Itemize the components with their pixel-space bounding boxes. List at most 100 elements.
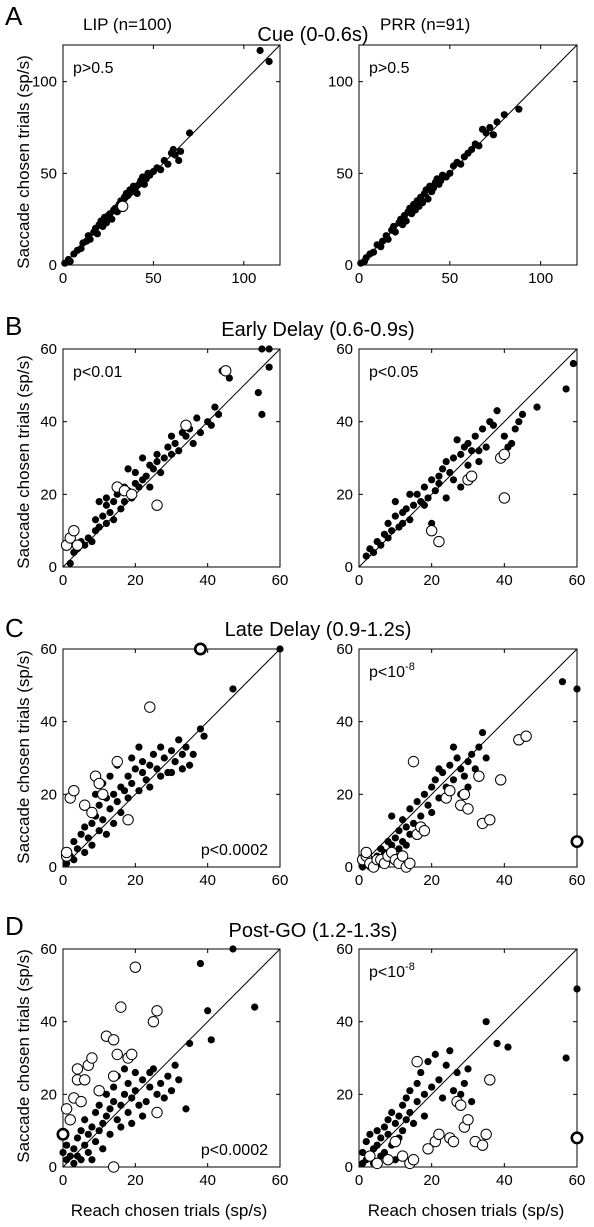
data-point-filled <box>102 1090 110 1098</box>
y-tick-label: 20 <box>40 486 57 503</box>
data-point-filled <box>124 1108 132 1117</box>
y-tick-label: 50 <box>40 165 57 182</box>
data-point-filled <box>185 129 194 137</box>
data-point-filled <box>508 439 516 448</box>
data-point-filled <box>389 222 398 231</box>
data-point-open <box>122 814 134 826</box>
data-point-filled <box>420 790 428 798</box>
data-point-open <box>462 803 474 815</box>
data-point-open <box>484 1074 496 1086</box>
data-point-filled <box>110 1083 118 1091</box>
x-tick-label: 20 <box>423 572 440 589</box>
data-point-filled <box>399 1101 407 1109</box>
y-tick-label: 40 <box>336 1014 353 1031</box>
y-tick-label: 20 <box>40 786 57 803</box>
data-point-filled <box>135 483 143 491</box>
data-point-filled <box>406 516 414 524</box>
x-tick-label: 60 <box>569 572 586 589</box>
data-point-filled <box>504 1043 512 1051</box>
data-point-filled <box>113 490 121 498</box>
y-tick-label: 40 <box>40 1014 57 1031</box>
data-point-filled <box>413 1079 421 1088</box>
data-point-filled <box>110 498 118 506</box>
data-point-filled <box>380 1148 389 1157</box>
data-point-filled <box>70 1145 78 1153</box>
y-tick-label: 0 <box>49 1159 57 1176</box>
y-tick-label: 100 <box>32 74 57 91</box>
data-point-filled <box>140 180 148 188</box>
data-point-open <box>60 846 73 859</box>
row-title-late-delay: Late Delay (0.9-1.2s) <box>225 619 412 641</box>
data-point-filled <box>384 235 392 243</box>
data-point-filled <box>229 685 237 693</box>
data-point-filled <box>81 1141 89 1149</box>
data-point-filled <box>482 1018 490 1026</box>
data-point-filled <box>175 447 183 455</box>
data-point-filled <box>369 248 378 256</box>
data-point-filled <box>258 410 266 418</box>
data-point-filled <box>135 1101 143 1109</box>
data-point-filled <box>468 447 476 455</box>
data-point-filled <box>251 1003 259 1011</box>
data-point-open <box>107 1070 120 1082</box>
data-point-filled <box>402 217 410 225</box>
y-tick-label: 0 <box>345 1159 353 1176</box>
data-point-filled <box>489 131 498 139</box>
x-tick-label: 0 <box>59 572 67 589</box>
data-point-filled <box>402 1094 410 1102</box>
data-point-filled <box>128 754 136 762</box>
data-point-open <box>389 1135 402 1148</box>
panel-a-lip: 0 50 100 0 50 100 p>0.5 <box>32 44 281 287</box>
data-point-filled <box>449 1087 458 1095</box>
data-point-filled <box>110 1098 118 1106</box>
y-tick-label: 0 <box>345 859 353 876</box>
data-point-filled <box>99 1119 107 1127</box>
col-title-lip: LIP (n=100) <box>83 15 172 34</box>
data-point-open <box>97 788 109 801</box>
data-point-filled <box>391 512 399 520</box>
data-point-filled <box>453 436 461 444</box>
data-point-filled <box>120 498 129 506</box>
data-point-filled <box>171 439 179 448</box>
data-point-filled <box>160 1094 168 1102</box>
data-point-filled <box>88 841 96 849</box>
data-point-open <box>404 857 416 870</box>
y-tick-label: 60 <box>336 941 353 958</box>
data-point-filled <box>99 816 107 824</box>
data-point-filled <box>164 160 172 168</box>
data-point-filled <box>478 425 487 433</box>
data-point-open <box>480 1128 492 1141</box>
data-point-filled <box>182 1105 190 1113</box>
data-point-filled <box>418 199 427 207</box>
data-point-filled <box>196 725 205 733</box>
data-point-filled <box>113 1116 121 1124</box>
data-point-filled <box>175 736 183 744</box>
data-point-filled <box>73 845 82 853</box>
data-point-filled <box>573 985 581 993</box>
data-point-filled <box>399 816 407 824</box>
x-tick-label: 0 <box>59 1172 67 1189</box>
data-point-filled <box>99 512 107 520</box>
data-point-filled <box>117 808 125 817</box>
data-point-filled <box>435 765 443 773</box>
data-point-filled <box>388 1108 396 1117</box>
ylabel-row-a: Saccade chosen trials (sp/s) <box>14 55 33 269</box>
data-point-filled <box>77 1127 85 1135</box>
y-tick-label: 0 <box>345 559 353 576</box>
data-point-filled <box>124 772 132 780</box>
data-point-open <box>126 1048 138 1061</box>
data-point-open <box>115 1001 127 1013</box>
data-point-filled <box>81 1116 89 1124</box>
data-point-filled <box>86 235 94 243</box>
data-point-filled <box>157 772 165 780</box>
data-point-filled <box>81 823 89 831</box>
data-point-filled <box>435 479 443 488</box>
data-point-open <box>433 535 445 548</box>
data-point-filled <box>193 414 201 422</box>
data-point-open <box>520 730 532 742</box>
data-point-filled <box>449 454 458 462</box>
data-point-filled <box>66 257 74 265</box>
data-point-filled <box>429 184 438 192</box>
plot-frame <box>358 44 578 266</box>
